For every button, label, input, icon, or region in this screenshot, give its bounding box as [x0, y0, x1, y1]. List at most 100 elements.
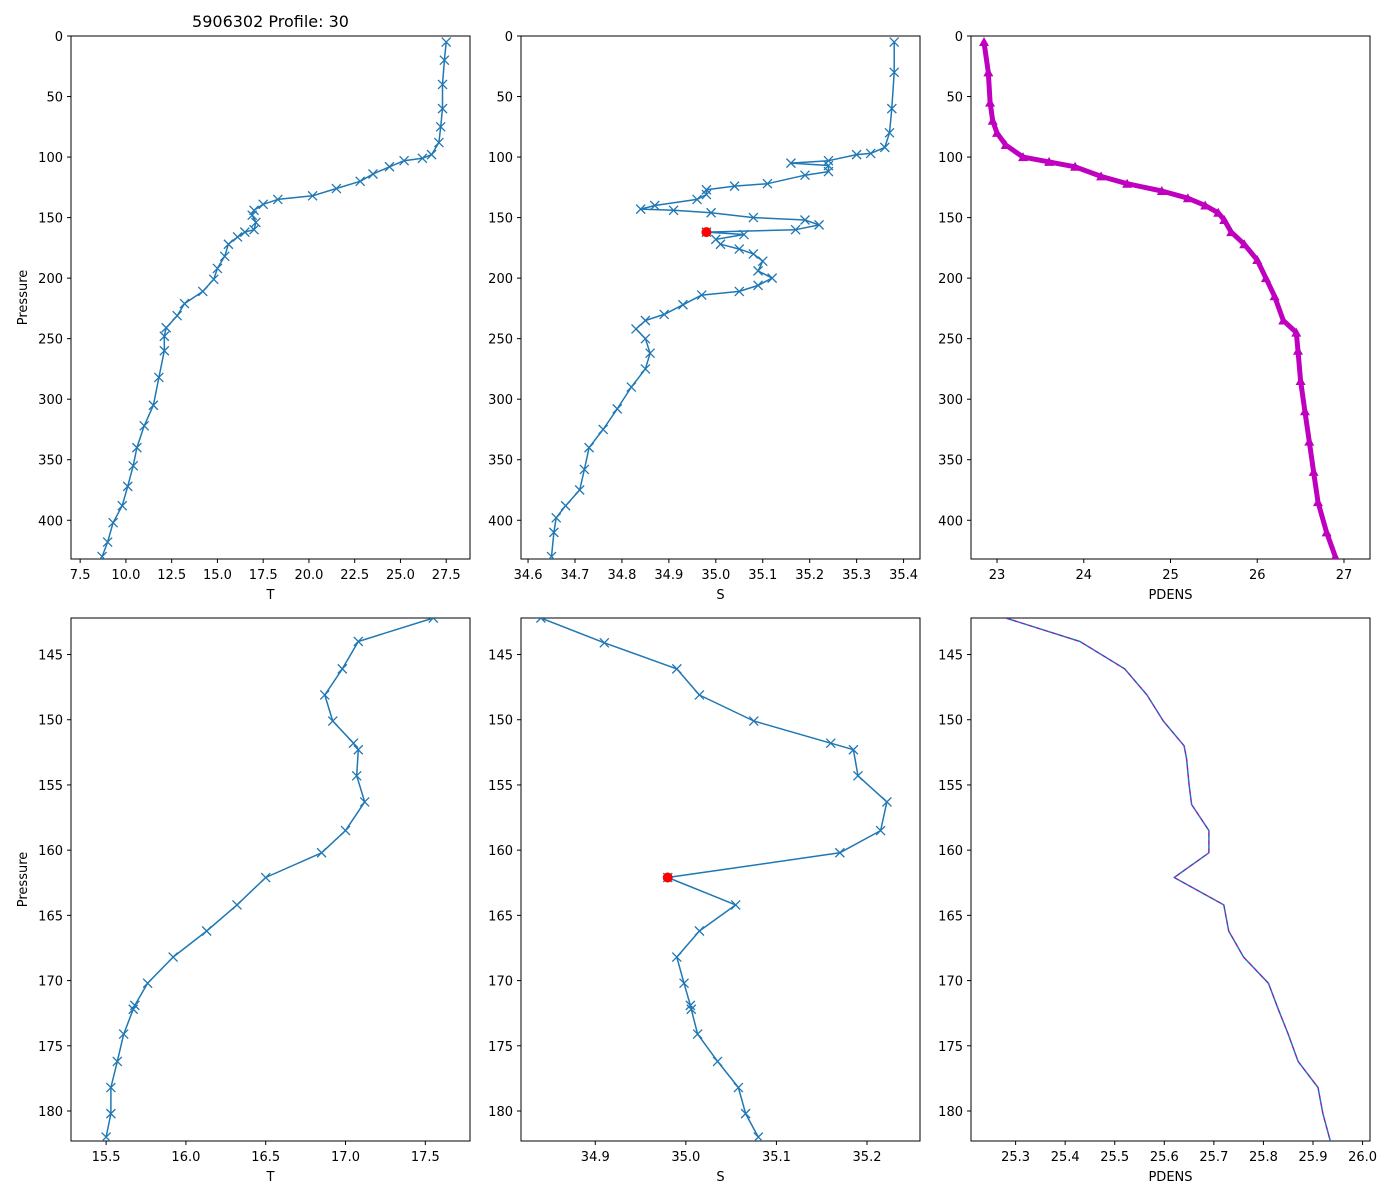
- y-tick-label: 160: [38, 844, 63, 859]
- data-point-triangle: [1252, 254, 1263, 264]
- x-tick-label: 27.5: [432, 568, 461, 583]
- x-tick-label: 35.3: [842, 568, 871, 583]
- y-tick-label: 400: [938, 514, 963, 529]
- y-tick-label: 400: [488, 514, 513, 529]
- x-tick-label: 34.8: [607, 568, 636, 583]
- series-dash-overlay: [1005, 618, 1331, 1141]
- data-point-marker: [790, 224, 801, 235]
- y-tick-label: 165: [38, 909, 63, 924]
- y-tick-label: 155: [38, 779, 63, 794]
- plot-area: [546, 37, 900, 559]
- data-point-marker: [101, 1132, 112, 1141]
- data-point-marker: [131, 442, 142, 453]
- x-tick-label: 35.0: [701, 568, 730, 583]
- data-point-marker: [649, 200, 660, 211]
- data-point-triangle: [1304, 436, 1315, 446]
- y-tick-label: 150: [38, 212, 63, 227]
- data-point-marker: [694, 689, 705, 700]
- x-tick-label: 16.5: [251, 1150, 280, 1165]
- chart-bottom-PDENS: 25.3 25.4 25.5 25.6 25.7 25.8 25.9 26.0 145 150 15…: [938, 617, 1377, 1185]
- x-axis-label: T: [266, 588, 275, 603]
- y-axis-label: Pressure: [16, 270, 31, 326]
- data-point-marker: [212, 263, 223, 274]
- data-point-marker: [426, 149, 437, 160]
- y-tick-label: 175: [938, 1040, 963, 1055]
- y-tick-label: 350: [938, 454, 963, 469]
- y-tick-label: 100: [38, 151, 63, 166]
- y-tick-label: 0: [55, 30, 63, 45]
- y-tick-label: 350: [38, 454, 63, 469]
- data-point-marker: [197, 286, 208, 297]
- data-point-triangle: [1213, 207, 1224, 217]
- data-point-marker: [823, 155, 834, 166]
- data-point-marker: [128, 1004, 139, 1015]
- data-point-marker: [734, 286, 745, 297]
- data-point-marker: [232, 899, 242, 910]
- data-point-marker: [112, 1056, 123, 1067]
- data-point-marker: [612, 403, 623, 414]
- x-tick-label: 25.8: [1249, 1150, 1278, 1165]
- data-point-marker: [884, 127, 895, 138]
- x-axis-label: PDENS: [1148, 1170, 1192, 1185]
- chart-bottom-T: 15.5 16.0 16.5 17.0 17.5 145 150 155 160 165 170 17…: [16, 617, 471, 1185]
- x-tick-label: 34.7: [561, 568, 590, 583]
- chart-top-PDENS: 23 24 25 26 27 0 50 100 150 200 250 300 350 400 PDENS: [938, 30, 1371, 603]
- data-point-marker: [640, 315, 651, 326]
- y-tick-label: 155: [488, 779, 513, 794]
- data-point-marker: [105, 1108, 116, 1119]
- x-axis-label: T: [266, 1170, 275, 1185]
- data-point-marker: [368, 169, 378, 179]
- data-point-marker: [762, 178, 773, 189]
- data-point-marker: [249, 224, 259, 235]
- y-axis-label: Pressure: [16, 852, 31, 908]
- data-point-triangle: [1299, 406, 1310, 416]
- data-point-marker: [659, 309, 670, 320]
- data-point-marker: [546, 551, 557, 559]
- data-point-triangle: [1308, 466, 1319, 476]
- x-tick-label: 35.2: [853, 1150, 882, 1165]
- data-point-marker: [635, 204, 646, 215]
- axes-frame: [70, 617, 471, 1142]
- y-tick-label: 0: [505, 30, 513, 45]
- y-tick-label: 150: [488, 212, 513, 227]
- y-tick-label: 150: [38, 714, 63, 729]
- data-point-marker: [355, 176, 366, 187]
- data-point-triangle: [979, 37, 990, 47]
- data-point-triangle: [1312, 497, 1323, 507]
- y-tick-label: 50: [496, 91, 513, 106]
- y-tick-label: 175: [38, 1040, 63, 1055]
- data-point-marker: [668, 205, 679, 216]
- chart-title: 5906302 Profile: 30: [192, 12, 349, 31]
- x-tick-label: 23: [989, 568, 1006, 583]
- data-point-marker: [671, 952, 682, 963]
- data-point-marker: [574, 485, 585, 495]
- highlight-point: [662, 872, 673, 883]
- data-point-marker: [734, 244, 745, 255]
- y-tick-label: 170: [938, 975, 963, 990]
- y-tick-label: 145: [38, 649, 63, 664]
- x-tick-label: 12.5: [157, 568, 186, 583]
- data-point-marker: [359, 796, 370, 807]
- data-point-triangle: [1096, 171, 1107, 181]
- data-point-marker: [865, 148, 876, 159]
- chart-top-S: 34.6 34.7 34.8 34.9 35.0 35.1 35.2 35.3 35.4 0 50 1…: [488, 30, 921, 603]
- data-point-marker: [825, 738, 836, 749]
- y-tick-label: 200: [38, 272, 63, 287]
- y-tick-label: 50: [46, 91, 63, 106]
- data-point-marker: [316, 847, 327, 858]
- data-point-marker: [441, 37, 452, 48]
- data-point-marker: [97, 551, 108, 559]
- axes-frame: [970, 35, 1371, 560]
- data-point-marker: [800, 170, 810, 181]
- data-point-marker: [351, 770, 362, 781]
- data-point-marker: [598, 424, 609, 435]
- x-axis-label: S: [716, 1170, 724, 1185]
- data-point-marker: [118, 1029, 129, 1040]
- data-point-marker: [142, 978, 153, 989]
- data-point-marker: [645, 348, 656, 359]
- y-tick-label: 150: [488, 714, 513, 729]
- data-point-marker: [852, 770, 863, 781]
- data-point-marker: [729, 181, 740, 192]
- x-tick-label: 15.0: [203, 568, 232, 583]
- data-point-triangle: [1219, 215, 1230, 225]
